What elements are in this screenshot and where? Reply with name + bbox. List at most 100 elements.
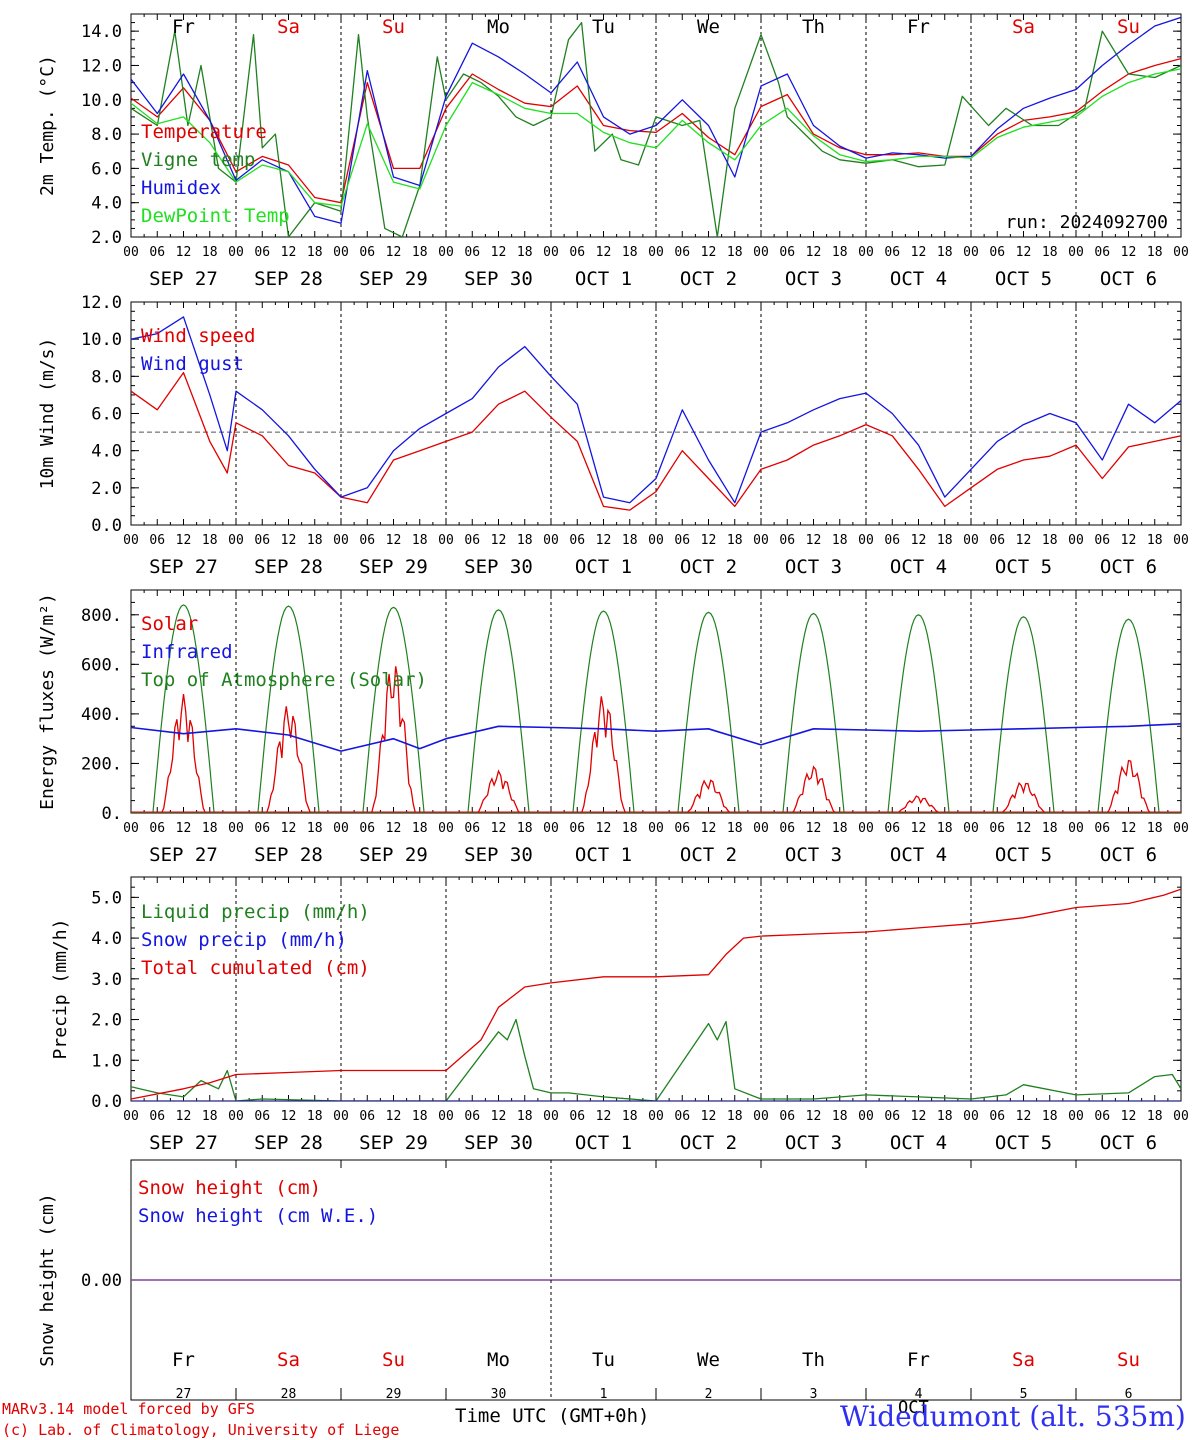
hour-label: 00: [1068, 533, 1084, 548]
day-name: Fr: [907, 16, 930, 38]
hour-label: 06: [254, 533, 270, 548]
hour-label: 12: [911, 821, 927, 836]
y-tick-label: 4.0: [91, 929, 122, 949]
hour-label: 18: [1042, 1109, 1058, 1124]
hour-label: 06: [884, 1109, 900, 1124]
plot-area: [131, 604, 1181, 813]
y-tick-label: 12.0: [81, 56, 122, 76]
hour-label: 06: [149, 821, 165, 836]
date-label: OCT 1: [575, 1132, 632, 1154]
date-label: SEP 28: [254, 1132, 323, 1154]
date-label: SEP 30: [464, 844, 533, 866]
hour-label: 12: [386, 821, 402, 836]
hour-label: 12: [1121, 1109, 1137, 1124]
hour-label: 06: [464, 533, 480, 548]
plot-area: [131, 888, 1181, 1101]
toa-solar-curve: [358, 606, 429, 813]
hour-label: 00: [543, 245, 559, 260]
hour-label: 12: [806, 245, 822, 260]
legend-entry: Humidex: [141, 177, 221, 199]
hour-label: 06: [1094, 533, 1110, 548]
hour-label: 12: [386, 1109, 402, 1124]
day-number: 28: [281, 1387, 297, 1402]
hour-label: 18: [937, 1109, 953, 1124]
hour-label: 06: [674, 533, 690, 548]
panel-2: 00 06 12 18 00 06 12 18 00 06 12 18 00 06 12 18 00 06 12 18…: [37, 293, 1189, 578]
hour-label: 00: [123, 533, 139, 548]
hour-label: 00: [753, 821, 769, 836]
hour-label: 00: [438, 1109, 454, 1124]
day-name: Su: [382, 16, 405, 38]
model-credit: MARv3.14 model forced by GFS: [2, 1400, 255, 1418]
hour-label: 00: [1173, 245, 1189, 260]
hour-label: 12: [701, 245, 717, 260]
hour-label: 18: [727, 821, 743, 836]
date-label: SEP 28: [254, 556, 323, 578]
y-axis-label: Energy fluxes (W/m²): [37, 593, 58, 810]
plot-frame: [130, 589, 1182, 814]
hour-label: 18: [832, 533, 848, 548]
y-tick-label: 8.0: [91, 125, 122, 145]
solar-curve: [791, 765, 836, 813]
hour-label: 06: [1094, 1109, 1110, 1124]
day-name: Mo: [487, 1349, 510, 1371]
date-label: SEP 27: [149, 556, 218, 578]
hour-label: 00: [333, 1109, 349, 1124]
day-number: 6: [1125, 1387, 1133, 1402]
toa-solar-curve: [988, 616, 1059, 813]
day-name: Sa: [277, 1349, 300, 1371]
panel-1: 00 06 12 18 00 06 12 18 00 06 12 18 00 06 12 18 00 06 12 18…: [37, 13, 1189, 290]
y-tick-label: 4.0: [91, 442, 122, 462]
date-label: SEP 29: [359, 1132, 428, 1154]
day-number: 4: [915, 1387, 923, 1402]
toa-solar-curve: [883, 614, 954, 813]
hour-label: 06: [779, 245, 795, 260]
hour-label: 06: [674, 821, 690, 836]
panel-4: 00 06 12 18 00 06 12 18 00 06 12 18 00 06 12 18 00 06 12 18…: [50, 876, 1189, 1154]
y-tick-label: 6.0: [91, 159, 122, 179]
hour-label: 06: [1094, 245, 1110, 260]
station-title: Widedumont (alt. 535m): [840, 1400, 1186, 1433]
y-tick-label: 0.0: [91, 1092, 122, 1112]
date-label: OCT 5: [995, 268, 1052, 290]
hour-label: 18: [832, 1109, 848, 1124]
hour-label: 18: [937, 533, 953, 548]
hour-label: 00: [858, 533, 874, 548]
hour-label: 00: [123, 821, 139, 836]
hour-label: 12: [596, 1109, 612, 1124]
hour-label: 00: [648, 821, 664, 836]
hour-label: 18: [622, 533, 638, 548]
day-number: 5: [1020, 1387, 1028, 1402]
legend-entry: Liquid precip (mm/h): [141, 901, 370, 923]
hour-label: 18: [622, 245, 638, 260]
legend-entry: Top of Atmosphere (Solar): [141, 669, 427, 691]
hour-label: 12: [596, 245, 612, 260]
hour-label: 00: [543, 821, 559, 836]
hour-label: 18: [1042, 245, 1058, 260]
hour-label: 00: [648, 533, 664, 548]
y-tick-label: 3.0: [91, 970, 122, 990]
hour-label: 18: [1042, 533, 1058, 548]
hour-label: 18: [832, 821, 848, 836]
hour-label: 12: [176, 245, 192, 260]
hour-label: 18: [307, 821, 323, 836]
hour-label: 12: [386, 245, 402, 260]
hour-label: 18: [1042, 821, 1058, 836]
legend-entry: DewPoint Temp: [141, 205, 290, 227]
solar-curve: [161, 694, 206, 813]
hour-label: 06: [464, 1109, 480, 1124]
solar-curve: [580, 696, 627, 813]
hour-label: 12: [386, 533, 402, 548]
hour-label: 12: [1121, 533, 1137, 548]
hour-label: 06: [254, 821, 270, 836]
y-tick-label: 400.: [81, 705, 122, 725]
date-label: SEP 27: [149, 844, 218, 866]
hour-label: 06: [569, 533, 585, 548]
solar-curve: [686, 779, 731, 813]
hour-label: 18: [517, 533, 533, 548]
hour-label: 12: [806, 533, 822, 548]
day-name: Tu: [592, 16, 615, 38]
hour-label: 06: [254, 245, 270, 260]
y-tick-label: 600.: [81, 655, 122, 675]
